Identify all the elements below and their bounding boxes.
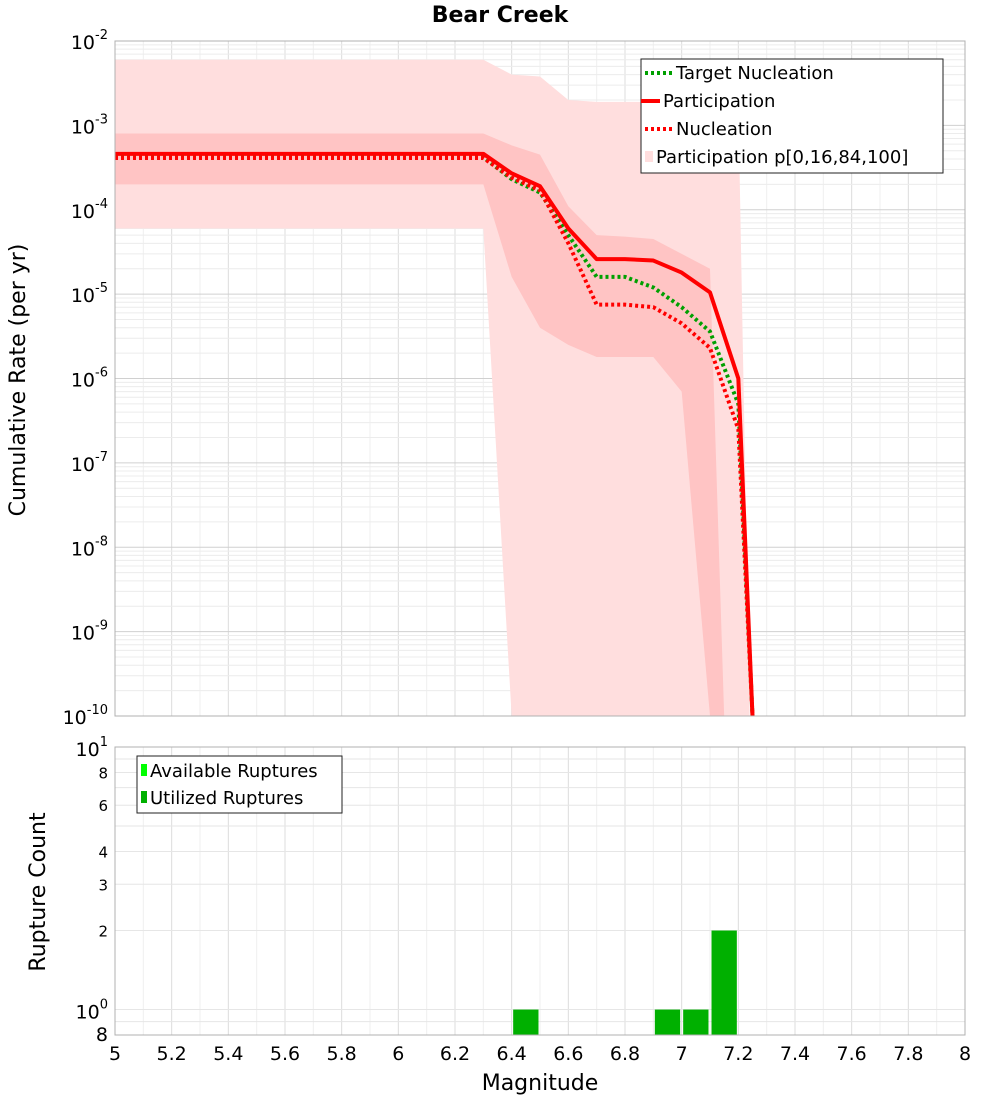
x-tick-label: 7.8	[893, 1043, 923, 1065]
x-tick-label: 7.6	[837, 1043, 867, 1065]
utilized-ruptures-bar	[654, 1009, 681, 1035]
x-tick-label: 7.2	[723, 1043, 753, 1065]
count-y-tick-label: 6	[98, 797, 108, 815]
x-tick-label: 6.4	[497, 1043, 527, 1065]
rate-y-tick-label: 10-8	[71, 534, 108, 560]
rate-y-axis-label: Cumulative Rate (per yr)	[6, 244, 31, 517]
x-tick-label: 5.8	[327, 1043, 357, 1065]
x-tick-label: 6.2	[440, 1043, 470, 1065]
x-tick-label: 6.8	[610, 1043, 640, 1065]
x-axis-label: Magnitude	[482, 1071, 599, 1096]
count-plot-frame	[114, 746, 966, 1036]
x-tick-label: 5.4	[213, 1043, 243, 1065]
rate-lines	[115, 151, 755, 717]
rate-legend: Target Nucleation Participation Nucleati…	[640, 58, 944, 174]
x-tick-label: 5.2	[157, 1043, 187, 1065]
rate-y-ticks: 10-2 10-3 10-4 10-5 10-6 10-7 10-8 10-9 10-10	[63, 28, 108, 729]
utilized-ruptures-bar	[513, 1009, 539, 1035]
rate-y-tick-label: 10-2	[71, 28, 108, 54]
participation-bands	[115, 59, 750, 717]
count-y-tick-label: 100	[76, 998, 108, 1024]
count-y-axis-label: Rupture Count	[26, 812, 51, 972]
rate-panel: 10-2 10-3 10-4 10-5 10-6 10-7 10-8 10-9 10-10 Cu…	[6, 28, 966, 729]
utilized-ruptures-bar	[683, 1009, 709, 1035]
x-tick-label: 5	[109, 1043, 121, 1065]
band-p0-p100	[115, 59, 750, 716]
participation-line	[115, 151, 755, 717]
legend-label-nucleation: Nucleation	[676, 119, 772, 140]
count-legend: Available Ruptures Utilized Ruptures	[136, 755, 343, 814]
legend-swatch-participation-band	[645, 151, 653, 162]
nucleation-line	[115, 156, 755, 717]
rate-y-tick-label: 10-10	[63, 703, 108, 729]
x-tick-label: 5.6	[270, 1043, 300, 1065]
rate-y-tick-label: 10-7	[71, 450, 108, 476]
band-p16-p84	[115, 133, 725, 717]
legend-label-available-ruptures: Available Ruptures	[150, 761, 318, 782]
rate-y-tick-label: 10-5	[71, 281, 108, 307]
legend-label-participation: Participation	[663, 91, 775, 112]
rate-legend-box	[640, 58, 944, 174]
rate-y-tick-label: 10-4	[71, 197, 108, 223]
count-y-tick-label: 101	[76, 735, 108, 761]
magnitude-x-ticks: 5 5.2 5.4 5.6 5.8 6 6.2 6.4 6.6 6.8 7 7.2 7.4 7.6 7.8 8	[109, 1043, 971, 1065]
count-y-tick-label: 2	[98, 923, 108, 941]
count-y-tick-label: 8	[96, 1024, 108, 1046]
count-y-tick-label: 4	[98, 843, 108, 861]
chart-title: Bear Creek	[432, 3, 570, 28]
legend-label-target-nucleation: Target Nucleation	[675, 63, 834, 84]
count-y-tick-label: 8	[98, 764, 108, 782]
rate-y-tick-label: 10-9	[71, 619, 108, 645]
rate-plot-frame	[114, 40, 966, 717]
x-tick-label: 7	[676, 1043, 688, 1065]
x-tick-label: 7.4	[780, 1043, 810, 1065]
legend-label-participation-band: Participation p[0,16,84,100]	[656, 147, 908, 168]
rate-y-tick-label: 10-3	[71, 112, 108, 138]
x-tick-label: 6	[392, 1043, 404, 1065]
utilized-ruptures-bar	[711, 930, 737, 1035]
x-tick-label: 8	[959, 1043, 971, 1065]
count-bars	[513, 930, 737, 1035]
count-legend-box	[136, 755, 343, 814]
legend-swatch-utilized-ruptures	[141, 791, 147, 803]
legend-label-utilized-ruptures: Utilized Ruptures	[150, 788, 303, 809]
x-tick-label: 6.6	[553, 1043, 583, 1065]
rate-y-tick-label: 10-6	[71, 366, 108, 392]
legend-swatch-available-ruptures	[141, 764, 147, 776]
count-y-tick-label: 3	[98, 876, 108, 894]
